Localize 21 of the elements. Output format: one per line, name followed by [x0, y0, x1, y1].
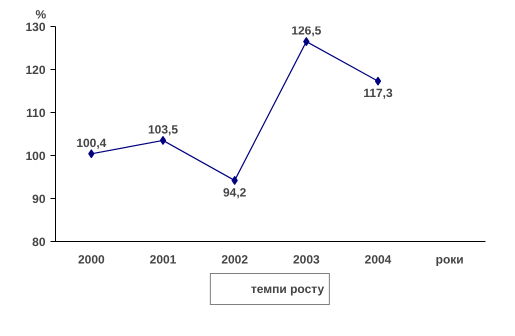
y-tick-label: 90	[32, 192, 46, 206]
x-tick-label: 2002	[221, 252, 248, 266]
y-tick-label: 120	[25, 63, 46, 77]
data-label: 103,5	[148, 122, 178, 136]
y-tick-label: 80	[32, 235, 46, 249]
y-axis-title: %	[36, 8, 46, 22]
data-label: 126,5	[291, 24, 322, 38]
x-tick-label: 2003	[292, 252, 320, 266]
point	[160, 136, 166, 145]
x-tick-label: 2004	[364, 252, 392, 266]
x-tick-label: 2001	[150, 252, 177, 266]
y-tick-label: 110	[26, 106, 46, 120]
y-tick-label: 130	[25, 20, 46, 34]
data-label: 94,2	[222, 185, 247, 200]
text: темпи росту	[250, 282, 324, 296]
data-label: 100,4	[76, 136, 107, 150]
point	[374, 76, 382, 86]
x-tick-label: 2000	[78, 252, 106, 266]
x-axis-title: роки	[436, 252, 464, 266]
y-tick-label: 100	[25, 149, 46, 163]
data-label: 117,3	[363, 86, 394, 100]
